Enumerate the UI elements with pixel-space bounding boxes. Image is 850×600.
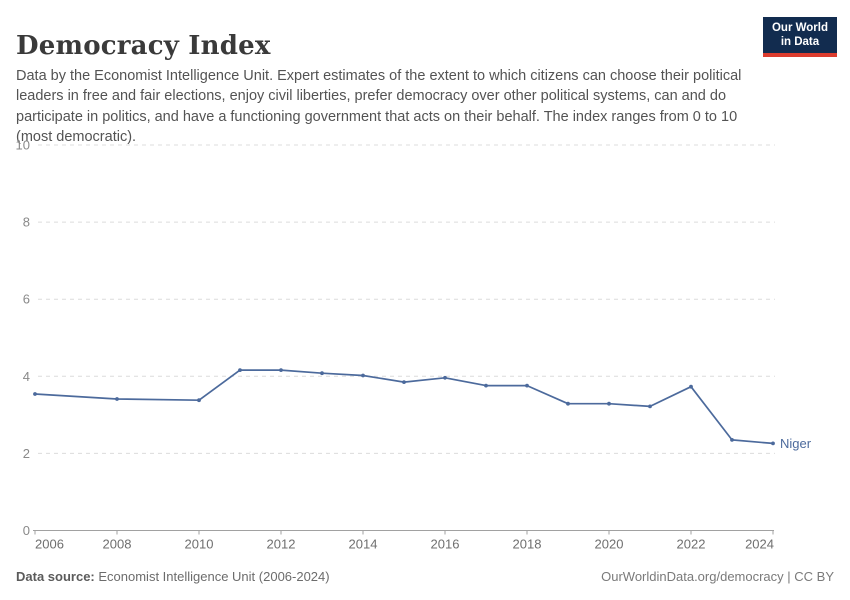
data-point	[238, 368, 242, 372]
y-axis-tick-label: 0	[23, 523, 30, 538]
data-point	[689, 384, 693, 389]
y-axis-tick-label: 4	[23, 369, 30, 384]
owid-logo-red-bar	[762, 53, 837, 57]
owid-logo-line2: in Data	[780, 35, 820, 48]
data-point	[607, 401, 611, 406]
x-axis-tick-label: 2008	[103, 537, 132, 552]
footer-link-license[interactable]: OurWorldinData.org/democracy | CC BY	[601, 569, 834, 584]
y-axis-tick-label: 2	[23, 446, 30, 461]
x-axis-tick-label: 2020	[595, 537, 624, 552]
data-point	[730, 438, 734, 442]
series-end-label: Niger	[780, 436, 812, 451]
x-axis-tick-label: 2024	[745, 537, 774, 552]
data-point	[648, 404, 652, 409]
y-axis-tick-label: 8	[23, 215, 30, 230]
x-axis-tick-label: 2006	[35, 537, 64, 552]
x-axis-tick-label: 2012	[267, 537, 296, 552]
chart-subtitle: Data by the Economist Intelligence Unit.…	[16, 67, 742, 146]
chart-footer: Data source: Economist Intelligence Unit…	[16, 569, 834, 584]
data-point	[197, 398, 201, 403]
y-axis-tick-label: 6	[23, 292, 30, 307]
data-point	[771, 441, 775, 446]
owid-logo: Our World in Data	[762, 17, 837, 57]
x-axis-tick-label: 2022	[677, 537, 706, 552]
data-point	[402, 380, 406, 384]
data-point	[115, 397, 119, 401]
y-axis-tick-label: 10	[16, 138, 30, 153]
owid-logo-line1: Our World	[771, 22, 828, 34]
x-axis-tick-label: 2014	[349, 537, 378, 552]
data-point	[33, 392, 37, 396]
x-axis-tick-label: 2018	[513, 537, 542, 552]
x-axis-tick-label: 2016	[431, 537, 460, 552]
data-source-label: Data source:	[16, 569, 95, 584]
page-title: Democracy Index	[16, 31, 271, 62]
x-axis-tick-label: 2010	[185, 537, 214, 552]
data-point	[320, 371, 324, 376]
data-point	[484, 383, 488, 388]
data-source: Data source: Economist Intelligence Unit…	[16, 569, 330, 584]
data-point	[525, 383, 529, 388]
data-source-value: Economist Intelligence Unit (2006-2024)	[94, 569, 330, 584]
data-point	[361, 373, 365, 378]
data-point	[443, 375, 447, 380]
data-point	[566, 401, 570, 406]
data-point	[279, 368, 283, 372]
